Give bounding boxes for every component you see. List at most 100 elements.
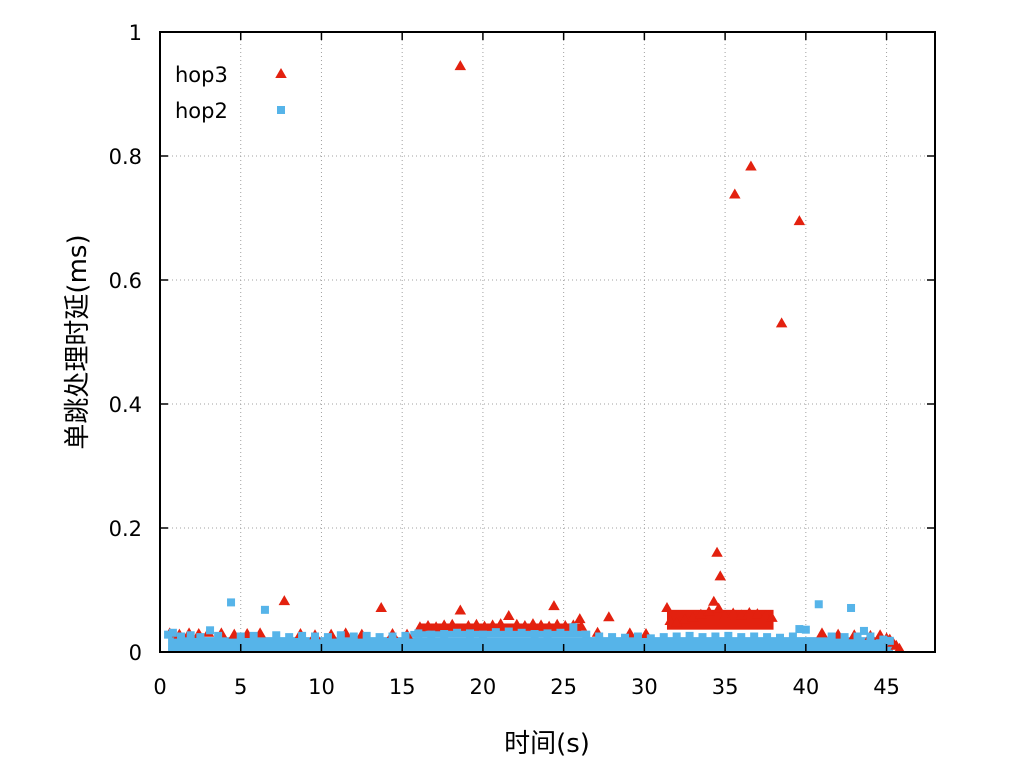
hop2-point [556, 628, 565, 637]
hop2-point [491, 628, 500, 637]
x-tick-label: 5 [234, 675, 247, 699]
hop2-point [621, 633, 629, 642]
hop2-point [336, 631, 345, 640]
legend-label-hop2: hop2 [175, 99, 228, 123]
hop2-point [453, 628, 462, 637]
hop3-point [775, 317, 788, 328]
hop2-point [776, 633, 784, 642]
hop2-point [750, 632, 759, 641]
x-tick-label: 0 [153, 675, 166, 699]
hop3-point [551, 618, 563, 629]
hop2-point [349, 632, 358, 641]
hop2-point [582, 630, 591, 639]
hop2-point [646, 634, 655, 643]
hop3-point [703, 605, 715, 616]
hop2-point [311, 632, 319, 641]
x-axis-title: 时间(s) [504, 729, 590, 759]
legend-marker-hop2 [277, 106, 285, 114]
tick-labels: 0 5 10 15 20 25 30 35 40 45 0 0.2 0.4 0.6 0.8 1 [109, 21, 900, 699]
dense-data-bands [168, 609, 894, 652]
x-tick-label: 15 [389, 675, 416, 699]
hop3-point [766, 611, 778, 622]
y-tick-label: 1 [129, 21, 142, 45]
hop2-dense-band-floor [168, 648, 894, 652]
hop3-point [574, 613, 586, 624]
y-tick-label: 0.4 [109, 393, 142, 417]
hop2-point [298, 631, 307, 640]
hop2-point [236, 632, 245, 641]
hop3-point [575, 620, 588, 631]
hop2-point [595, 632, 604, 641]
hop2-point [801, 625, 810, 634]
plot-frame [159, 31, 936, 653]
hop2-point [285, 633, 294, 642]
legend: hop3 hop2 [175, 63, 287, 123]
tick-marks [159, 31, 935, 653]
hop2-point [260, 605, 269, 614]
x-tick-label: 10 [308, 675, 335, 699]
x-tick-label: 40 [792, 675, 819, 699]
hop2-point [227, 598, 236, 607]
hop2-point [608, 633, 617, 642]
hop3-point [743, 606, 756, 617]
hop3-point [727, 607, 739, 618]
hop2-point [466, 629, 474, 638]
y-tick-label: 0.6 [109, 269, 142, 293]
hop3-point [670, 616, 683, 627]
hop3-point [751, 608, 764, 619]
hop3-point [454, 60, 467, 71]
hop3-point [462, 619, 475, 630]
x-tick-label: 20 [470, 675, 497, 699]
hop3-point [535, 619, 547, 630]
hop2-point [569, 623, 578, 632]
hop2-point [711, 632, 720, 641]
hop3-point [559, 619, 572, 630]
hop3-point [446, 618, 458, 629]
y-tick-label: 0.2 [109, 517, 142, 541]
legend-marker-hop3 [275, 68, 287, 78]
hop2-point [323, 633, 332, 642]
hop3-point [414, 621, 426, 632]
hop3-point [708, 595, 720, 606]
data-points [163, 60, 906, 653]
hop2-point [853, 632, 862, 641]
hop3-point [745, 160, 757, 171]
legend-label-hop3: hop3 [175, 63, 228, 87]
hop2-point [196, 633, 205, 642]
hop3-point [664, 615, 676, 625]
hop2-point [866, 632, 875, 641]
hop2-point [633, 632, 642, 641]
hop2-point [737, 633, 746, 642]
hop3-point [793, 215, 806, 226]
hop3-point [494, 618, 507, 629]
hop2-point [788, 632, 797, 641]
hop2-point [859, 626, 868, 635]
hop3-point [603, 611, 615, 622]
hop3-point [470, 618, 483, 629]
hop2-point [164, 630, 173, 639]
hop3-point [486, 619, 499, 630]
hop2-point [795, 625, 804, 634]
hop2-point [698, 633, 707, 642]
hop2-point [375, 633, 384, 642]
hop3-point [478, 620, 491, 631]
hop3-point [712, 602, 725, 613]
hop2-point [440, 630, 449, 639]
hop2-point [847, 603, 856, 612]
hop2-point [272, 631, 281, 640]
hop2-point [685, 631, 694, 640]
hop3-point [454, 604, 467, 615]
hop2-point [672, 632, 681, 641]
hop2-point [504, 627, 513, 636]
hop3-point [548, 600, 560, 611]
hop2-point [401, 631, 410, 640]
hop2-point [478, 630, 487, 639]
x-tick-label: 30 [631, 675, 658, 699]
hop2-point [176, 632, 185, 641]
hop3-point [711, 546, 723, 557]
hop3-point [759, 610, 772, 621]
hop3-point [729, 188, 741, 199]
y-tick-label: 0 [129, 641, 142, 665]
hop3-point [278, 595, 291, 606]
